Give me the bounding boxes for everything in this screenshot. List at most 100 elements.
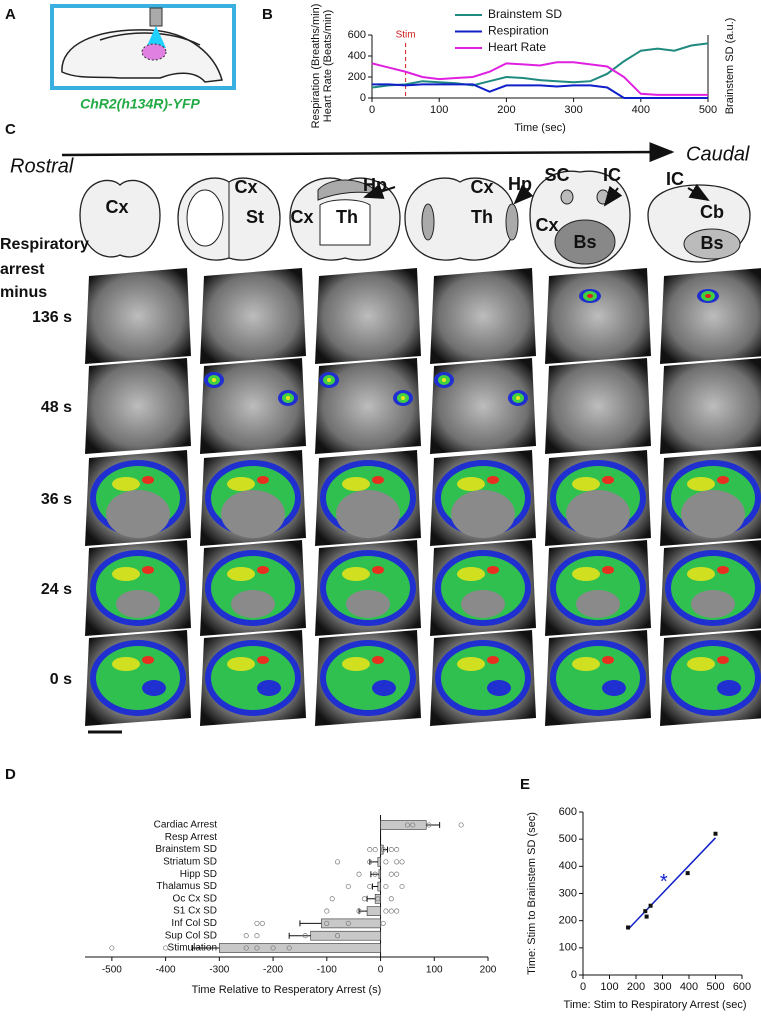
gray-region (116, 590, 160, 618)
activation (227, 477, 255, 491)
activation (572, 657, 600, 671)
mri-slice (85, 268, 191, 364)
y-tick-label: 400 (348, 50, 366, 62)
data-point (367, 859, 373, 865)
gray-region (451, 490, 515, 538)
data-point (243, 945, 249, 951)
region-label: IC (603, 165, 621, 185)
gray-region (461, 590, 505, 618)
pointer (603, 185, 623, 207)
brain-section (404, 177, 516, 261)
mri-slice (660, 358, 761, 454)
bar (219, 943, 381, 953)
activation (257, 566, 269, 574)
activation (142, 566, 154, 574)
y2-axis-label: Brainstem SD (a.u.) (724, 18, 736, 115)
data-point (404, 822, 410, 828)
data-point (367, 883, 373, 890)
data-point (334, 933, 341, 939)
data-point (356, 908, 362, 914)
data-point (394, 847, 400, 853)
mri-slice (430, 268, 536, 364)
x-tick-label: 100 (430, 104, 448, 116)
x-tick-label: 0 (580, 981, 586, 993)
region-label: SC (544, 165, 569, 185)
x-tick-label: -100 (317, 965, 337, 976)
data-point (380, 847, 386, 853)
activation (572, 567, 600, 581)
row-label: 48 s (41, 399, 72, 416)
activation (212, 378, 216, 382)
axis-arrow (61, 142, 675, 163)
row-label: 24 s (41, 581, 72, 598)
activation (112, 657, 140, 671)
x-tick-label: 500 (699, 104, 717, 116)
activation (342, 567, 370, 581)
activation (602, 476, 614, 484)
mri-slice (545, 268, 651, 364)
mri-slice (660, 268, 761, 364)
panel-label: C (5, 121, 16, 138)
category-label: Cardiac Arrest (154, 820, 218, 831)
x-axis-label: Time Relative to Resperatory Arrest (s) (192, 984, 382, 996)
y-axis-label: Time: Stim to Brainstem SD (sec) (526, 812, 538, 975)
data-point (375, 896, 381, 902)
bar (366, 906, 381, 916)
error-bar (299, 920, 322, 927)
data-point (399, 859, 405, 865)
data-point (399, 883, 405, 890)
error-bar (288, 932, 311, 939)
activation (142, 680, 166, 696)
category-label: Striatum SD (163, 857, 217, 868)
bar (321, 918, 381, 929)
gray-region (566, 490, 630, 538)
x-tick-label: -500 (102, 965, 122, 976)
activation (441, 646, 525, 710)
gray-region (576, 590, 620, 618)
region-label: Cb (700, 202, 724, 222)
activation (717, 476, 729, 484)
activation (687, 657, 715, 671)
x-tick-label: 400 (632, 104, 650, 116)
y-tick-label: 400 (559, 860, 577, 872)
activation (516, 396, 520, 400)
data-point (394, 871, 400, 877)
category-label: Hipp SD (180, 869, 217, 880)
annotation: * (660, 871, 668, 893)
pointer (513, 184, 534, 205)
y-axis-label: Heart Rate (Beats/min) (322, 10, 334, 122)
bar (378, 869, 381, 880)
activation (487, 680, 511, 696)
region-label: Bs (700, 233, 723, 253)
data-point (254, 920, 260, 926)
x-tick-label: -200 (263, 965, 283, 976)
activation (342, 657, 370, 671)
region (554, 219, 616, 265)
activation (286, 396, 290, 400)
data-point (410, 822, 416, 828)
data-point (109, 945, 115, 951)
panel-label: D (5, 766, 16, 783)
region-label: Cx (290, 207, 313, 227)
gray-region (336, 490, 400, 538)
series-line (372, 83, 708, 99)
activation (687, 567, 715, 581)
data-point (383, 859, 389, 865)
activation (602, 656, 614, 664)
category-label: Thalamus SD (156, 881, 217, 892)
data-point (270, 945, 276, 951)
activation (326, 646, 410, 710)
data-point (372, 847, 378, 853)
series-line (371, 42, 709, 89)
data-point (394, 859, 400, 865)
x-tick-label: -300 (209, 965, 229, 976)
activation (602, 680, 626, 696)
y-tick-label: 600 (559, 806, 577, 818)
region-label: Cx (535, 215, 558, 235)
pointer (363, 183, 396, 199)
x-tick-label: 200 (497, 104, 515, 116)
gray-region (346, 590, 390, 618)
data-point (345, 920, 351, 926)
